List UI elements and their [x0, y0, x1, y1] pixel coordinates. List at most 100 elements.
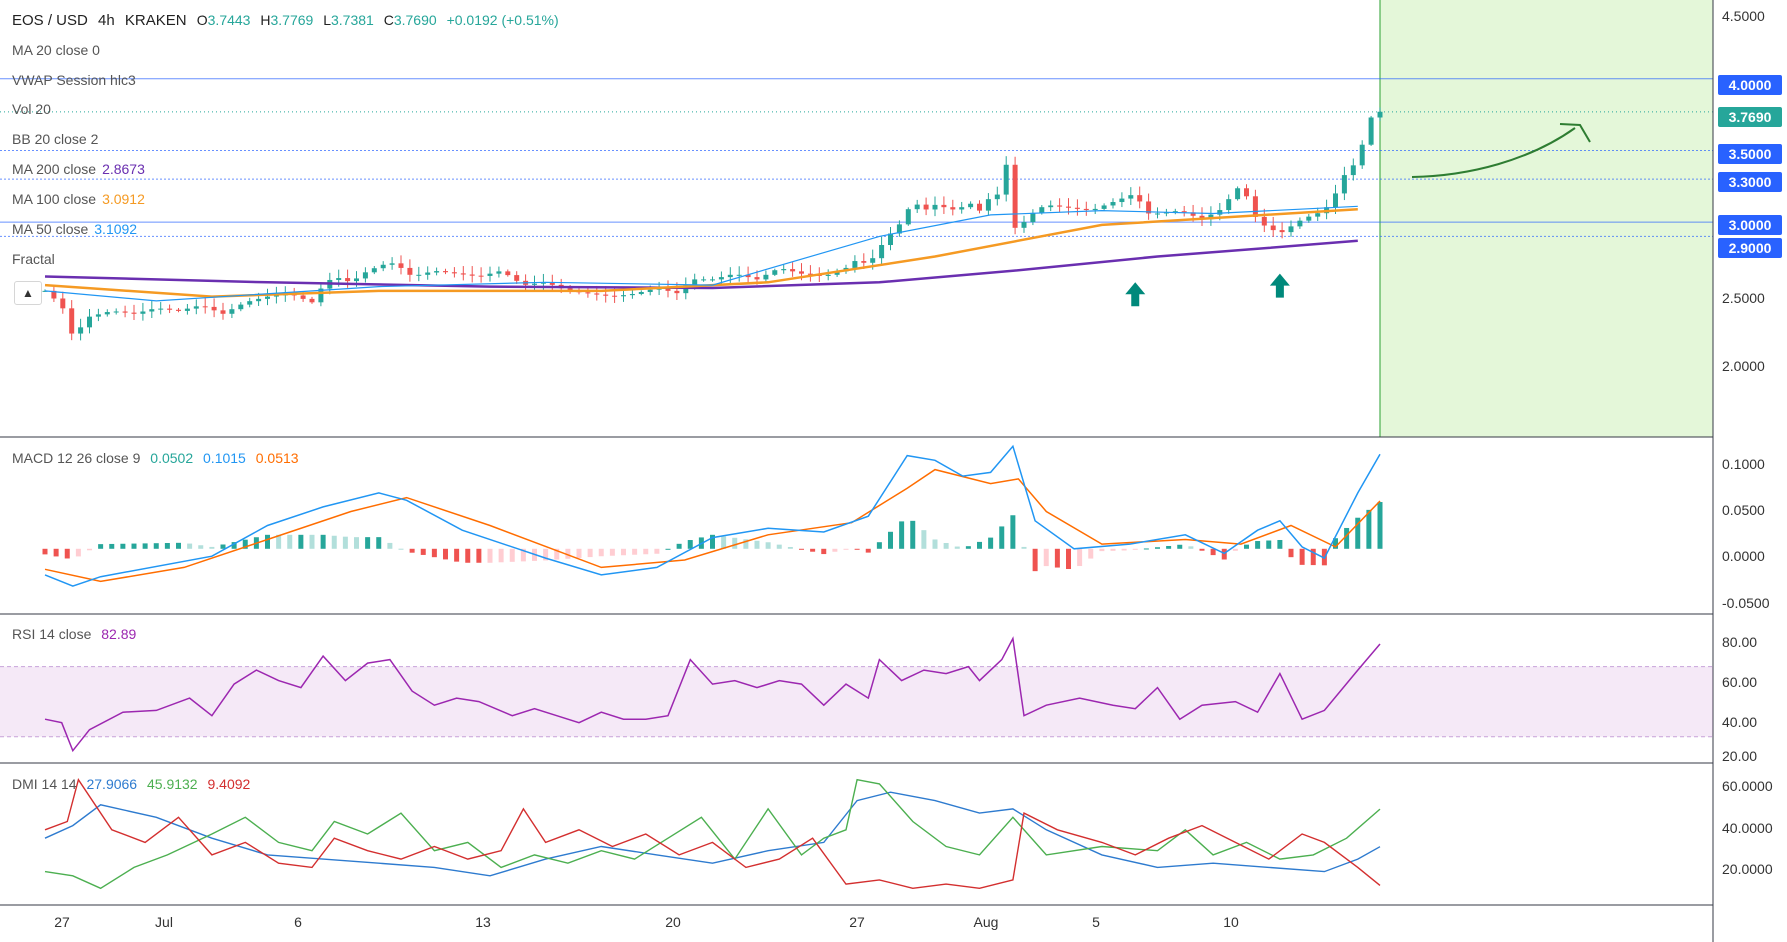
level-badge-3: 3.0000	[1718, 215, 1782, 235]
candle-body	[834, 271, 840, 275]
symbol-name[interactable]: EOS / USD	[12, 12, 88, 29]
macd-histogram-bar	[643, 548, 649, 555]
macd-histogram-bar	[98, 544, 104, 549]
ma200-legend[interactable]: MA 200 close 2.8673	[12, 161, 151, 177]
candle-body	[220, 310, 226, 314]
candle-body	[1110, 202, 1116, 206]
candle-body	[870, 258, 876, 263]
macd-histogram-bar	[276, 534, 282, 549]
macd-histogram-bar	[520, 548, 526, 562]
candle-body	[914, 204, 920, 210]
macd-histogram-bar	[476, 548, 482, 563]
vwap-legend[interactable]: VWAP Session hlc3	[12, 72, 136, 88]
level-badge-2-9: 2.9000	[1718, 238, 1782, 258]
candle-body	[790, 269, 796, 272]
candle-body	[763, 274, 769, 280]
macd-histogram-bar	[1021, 546, 1027, 549]
macd-histogram-bar	[309, 534, 315, 549]
dmi-tick: 60.0000	[1722, 778, 1773, 794]
macd-histogram-bar	[654, 548, 660, 554]
macd-histogram-bar	[87, 548, 92, 551]
macd-histogram-bar	[543, 548, 549, 561]
macd-histogram-bar	[621, 548, 626, 556]
macd-histogram-bar	[1377, 502, 1383, 549]
macd-histogram-bar	[665, 548, 671, 550]
macd-histogram-bar	[1043, 548, 1049, 567]
macd-histogram-bar	[153, 543, 159, 549]
candle-body	[95, 314, 101, 317]
macd-histogram-bar	[754, 540, 760, 549]
macd-histogram-bar	[1088, 548, 1094, 559]
fractal-legend[interactable]: Fractal	[12, 251, 55, 267]
interval[interactable]: 4h	[98, 12, 115, 29]
rsi-tick: 40.00	[1722, 714, 1758, 730]
candle-body	[603, 294, 609, 296]
forecast-curve-arrow	[1411, 127, 1576, 178]
candle-body	[104, 312, 110, 315]
macd-histogram-bar	[1166, 545, 1172, 549]
candle-body	[78, 327, 84, 334]
change-value: +0.0192 (+0.51%)	[446, 12, 559, 28]
macd-histogram-bar	[865, 548, 871, 553]
candle-body	[879, 245, 885, 259]
candle-body	[60, 298, 66, 309]
candle-body	[968, 203, 974, 208]
macd-legend[interactable]: MACD 12 26 close 9 0.0502 0.1015 0.0513	[12, 450, 305, 466]
macd-histogram-bar	[164, 543, 170, 549]
macd-histogram-bar	[1010, 515, 1016, 549]
candle-body	[1163, 212, 1169, 214]
candle-body	[1030, 212, 1036, 223]
candle-body	[977, 203, 982, 211]
time-tick: 27	[54, 914, 70, 930]
candle-body	[549, 282, 555, 285]
candle-body	[478, 275, 484, 277]
macd-histogram-bar	[609, 548, 615, 556]
macd-histogram-bar	[1310, 548, 1316, 566]
candle-body	[1279, 230, 1285, 233]
dmi-tick: 40.0000	[1722, 820, 1773, 836]
candle-body	[1190, 212, 1196, 216]
macd-histogram-bar	[131, 543, 137, 549]
candle-body	[629, 294, 635, 296]
macd-histogram-bar	[53, 548, 59, 557]
ma50-legend[interactable]: MA 50 close 3.1092	[12, 221, 143, 237]
time-tick: 6	[294, 914, 302, 930]
macd-histogram-bar	[1099, 548, 1105, 552]
ma20-legend[interactable]: MA 20 close 0	[12, 42, 100, 58]
candle-body	[1368, 117, 1374, 145]
candle-body	[781, 269, 787, 271]
vol-legend[interactable]: Vol 20	[12, 101, 51, 117]
macd-histogram-bar	[943, 543, 949, 549]
current-price-badge: 3.7690	[1718, 107, 1782, 127]
collapse-legend-button[interactable]: ▲	[14, 281, 42, 305]
ma100-legend[interactable]: MA 100 close 3.0912	[12, 191, 151, 207]
macd-histogram-bar	[431, 548, 437, 558]
candle-body	[1021, 222, 1027, 228]
bb-legend[interactable]: BB 20 close 2	[12, 131, 99, 147]
candle-body	[1128, 195, 1134, 199]
candle-body	[852, 261, 858, 268]
macd-histogram-bar	[1066, 548, 1071, 570]
macd-histogram-bar	[899, 521, 905, 549]
candle-body	[1341, 175, 1347, 194]
candle-body	[1012, 164, 1018, 228]
candle-body	[318, 288, 324, 303]
macd-histogram-bar	[910, 520, 916, 549]
rsi-legend[interactable]: RSI 14 close 82.89	[12, 626, 142, 642]
time-tick: Jul	[155, 914, 173, 930]
candle-body	[1359, 144, 1365, 166]
candle-body	[407, 267, 413, 275]
rsi-tick: 60.00	[1722, 674, 1758, 690]
candle-body	[1244, 188, 1249, 197]
macd-histogram-bar	[298, 534, 304, 549]
macd-histogram-bar	[843, 548, 849, 550]
candle-body	[122, 311, 128, 313]
macd-histogram-bar	[1121, 548, 1127, 551]
candle-body	[612, 295, 618, 297]
dmi-legend[interactable]: DMI 14 14 27.9066 45.9132 9.4092	[12, 776, 256, 792]
macd-histogram-bar	[1344, 527, 1350, 549]
rsi-line	[44, 636, 1381, 753]
candle-body	[807, 273, 813, 275]
fractal-up-arrow-icon	[1269, 273, 1290, 298]
